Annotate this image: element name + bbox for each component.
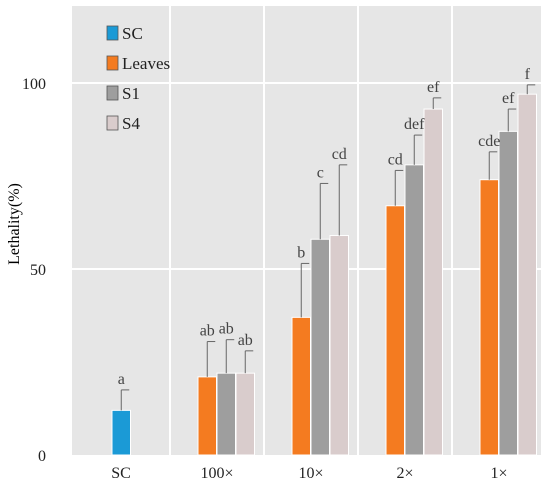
bar — [111, 409, 131, 456]
legend-label: S1 — [122, 84, 140, 103]
significance-label: cde — [478, 133, 500, 150]
x-tick-label: 1× — [490, 465, 507, 482]
significance-label: cd — [388, 151, 403, 168]
significance-label: c — [317, 164, 324, 181]
legend-swatch — [106, 55, 119, 71]
significance-label: ef — [502, 90, 515, 107]
legend-swatch — [106, 85, 119, 101]
significance-label: cd — [332, 146, 347, 163]
x-tick-label: 100× — [200, 465, 233, 482]
legend-label: S4 — [122, 114, 140, 133]
bar — [479, 179, 499, 456]
bar — [329, 235, 349, 456]
bar — [197, 376, 217, 456]
y-axis-title: Lethality(%) — [6, 183, 23, 265]
x-tick-label: 10× — [298, 465, 323, 482]
legend-swatch — [106, 115, 119, 131]
bar — [423, 108, 443, 456]
x-tick-label: SC — [111, 465, 131, 482]
x-tick-label: 2× — [396, 465, 413, 482]
significance-label: ef — [427, 79, 440, 96]
significance-label: def — [404, 116, 425, 133]
y-tick-label: 0 — [38, 448, 46, 465]
bar — [498, 130, 518, 456]
significance-label: f — [525, 66, 531, 83]
y-tick-label: 50 — [30, 262, 46, 279]
significance-label: a — [118, 371, 125, 388]
bar — [216, 372, 236, 456]
legend-label: SC — [122, 24, 143, 43]
bar — [310, 238, 330, 456]
bar — [385, 205, 405, 456]
significance-label: ab — [219, 321, 234, 338]
significance-label: ab — [238, 332, 253, 349]
bar — [291, 316, 311, 456]
significance-label: b — [297, 244, 305, 261]
legend-label: Leaves — [122, 54, 170, 73]
bar — [517, 93, 537, 456]
y-tick-label: 100 — [22, 76, 46, 93]
legend-swatch — [106, 25, 119, 41]
bar — [404, 164, 424, 456]
bar — [235, 372, 255, 456]
significance-label: ab — [200, 323, 215, 340]
